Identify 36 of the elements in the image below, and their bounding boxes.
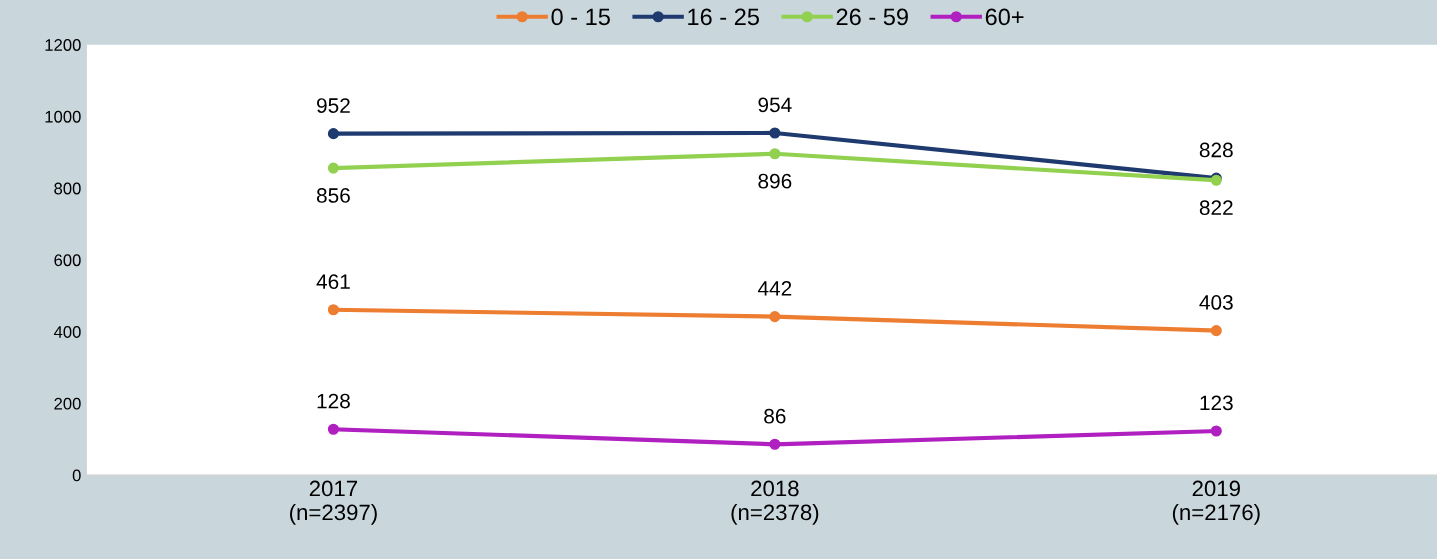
point (769, 438, 781, 450)
data-label: 461 (316, 274, 350, 290)
data-label: 856 (316, 188, 350, 203)
x-tick-label: 2019 (n=2176) (1172, 480, 1260, 525)
point (1210, 325, 1222, 337)
x-tick-label: 2018 (n=2378) (731, 480, 819, 525)
point (769, 148, 781, 160)
y-tick-label: 1000 (45, 110, 81, 123)
data-label: 828 (1199, 142, 1233, 158)
y-tick-label: 200 (54, 397, 81, 410)
y-tick-label: 400 (53, 326, 81, 338)
data-label: 86 (764, 408, 786, 424)
point (769, 127, 781, 139)
point (327, 162, 339, 174)
data-label: 896 (758, 173, 792, 189)
y-tick-label: 600 (54, 254, 81, 267)
point (769, 311, 781, 323)
data-label: 822 (1199, 200, 1233, 216)
legend-label: 60+ (985, 8, 1024, 26)
data-label: 128 (317, 393, 350, 409)
point (327, 304, 339, 316)
x-tick-label: 2017 (n=2397) (290, 480, 377, 525)
legend-label: 16 - 25 (688, 8, 759, 26)
y-tick-label: 800 (54, 182, 81, 195)
point (327, 423, 339, 435)
y-tick-label: 1200 (45, 39, 81, 51)
data-label: 954 (758, 97, 792, 113)
legend-label: 26 - 59 (836, 8, 908, 26)
point (1210, 425, 1222, 437)
data-label: 952 (317, 98, 350, 113)
data-label: 123 (1200, 395, 1233, 411)
legend-label: 0 - 15 (551, 8, 610, 26)
y-tick-label: 0 (72, 469, 81, 482)
point (327, 128, 339, 140)
data-label: 442 (757, 281, 792, 296)
data-label: 403 (1199, 295, 1233, 310)
